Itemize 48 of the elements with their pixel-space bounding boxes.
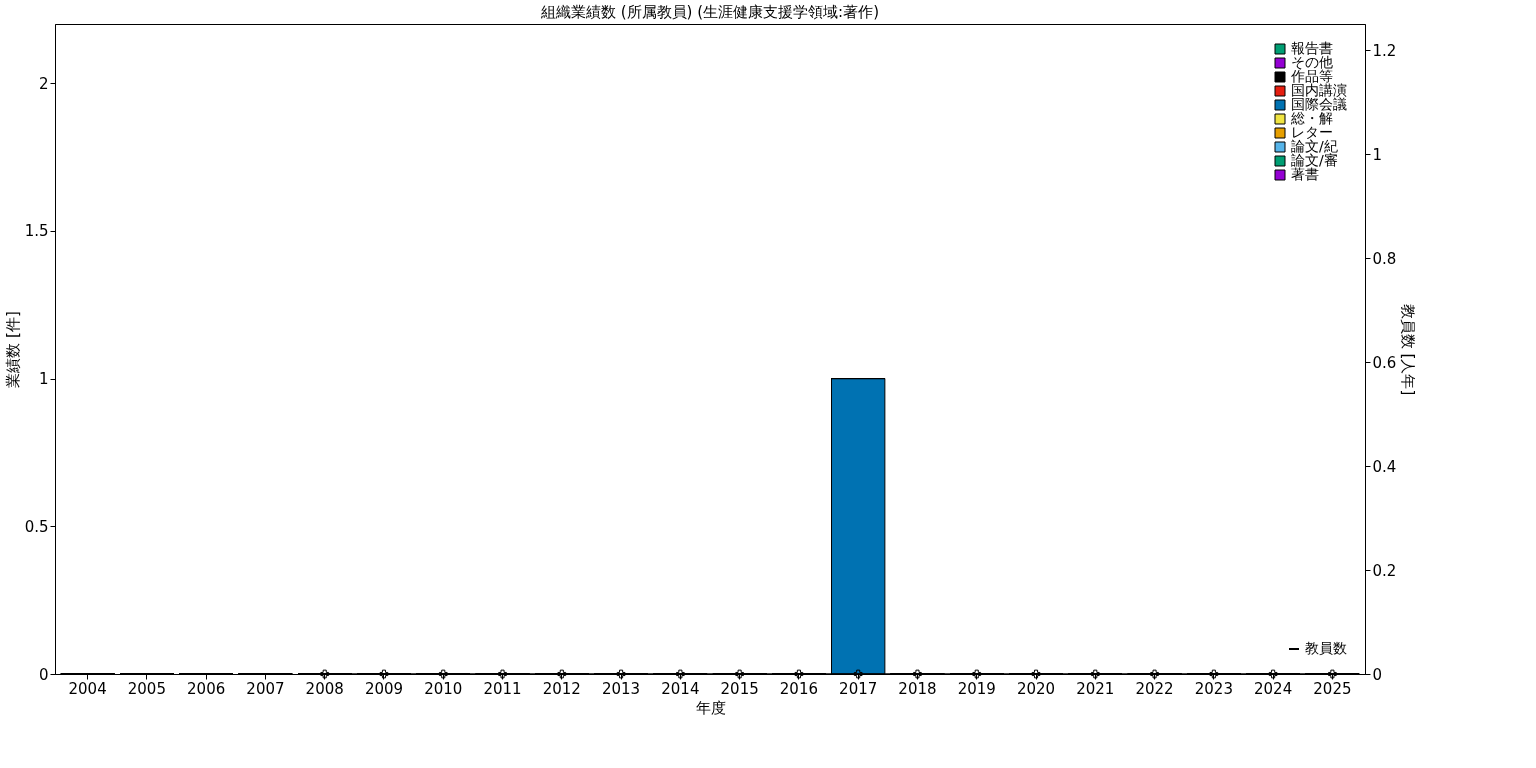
- x-tick-label: 2022: [1135, 679, 1174, 698]
- y2-tick-label: 1: [1372, 145, 1383, 164]
- x-tick-label: 2018: [898, 679, 937, 698]
- x-tick-label: 2024: [1254, 679, 1293, 698]
- x-tick-label: 2011: [483, 679, 522, 698]
- y2-tick-label: 0.8: [1372, 249, 1397, 268]
- y-tick-label: 2: [38, 74, 49, 93]
- y2-tick-label: 1.2: [1372, 41, 1397, 60]
- x-tick-label: 2015: [720, 679, 759, 698]
- y-axis-title: 業績数 [件]: [3, 311, 22, 388]
- x-tick-label: 2008: [305, 679, 344, 698]
- legend-label: 報告書: [1291, 40, 1333, 56]
- y2-tick-label: 0: [1372, 665, 1383, 684]
- y2-tick-label: 0.2: [1372, 561, 1397, 580]
- y2-tick-label: 0.4: [1372, 457, 1397, 476]
- y-tick-label: 1: [38, 370, 49, 389]
- x-tick-label: 2014: [661, 679, 700, 698]
- legend-label: 国際会議: [1291, 96, 1347, 112]
- x-tick-label: 2013: [601, 679, 641, 698]
- x-tick-label: 2007: [246, 679, 285, 698]
- x-tick-label: 2009: [364, 679, 404, 698]
- x-axis-title: 年度: [695, 698, 726, 717]
- y-tick-label: 0.5: [24, 517, 49, 536]
- y2-tick-label: 0.6: [1372, 353, 1397, 372]
- y-tick-label: 1.5: [24, 222, 49, 241]
- x-tick-label: 2016: [779, 679, 819, 698]
- y-tick-label: 0: [38, 665, 49, 684]
- x-tick-label: 2021: [1076, 679, 1115, 698]
- x-tick-label: 2020: [1016, 679, 1056, 698]
- legend-label: 総・解: [1290, 110, 1333, 126]
- x-tick-label: 2010: [424, 679, 463, 698]
- legend-label: 論文/紀: [1291, 138, 1338, 154]
- legend-label: 国内講演: [1291, 82, 1347, 98]
- x-tick-label: 2004: [68, 679, 107, 698]
- x-tick-label: 2017: [839, 679, 878, 698]
- legend-label: その他: [1291, 54, 1333, 70]
- x-tick-label: 2019: [957, 679, 996, 698]
- legend-label: 著書: [1291, 166, 1319, 182]
- x-tick-label: 2006: [187, 679, 226, 698]
- x-tick-label: 2025: [1313, 679, 1352, 698]
- y2-axis-title: 教員数 [人年]: [1399, 303, 1418, 396]
- x-tick-label: 2023: [1194, 679, 1233, 698]
- x-tick-label: 2005: [127, 679, 166, 698]
- chart-title: 組織業績数 (所属教員) (生涯健康支援学領域:著作): [540, 3, 879, 21]
- legend-label: 教員数: [1305, 640, 1347, 656]
- x-tick-label: 2012: [542, 679, 581, 698]
- legend-label: レター: [1291, 124, 1333, 140]
- legend-label: 論文/審: [1291, 152, 1338, 168]
